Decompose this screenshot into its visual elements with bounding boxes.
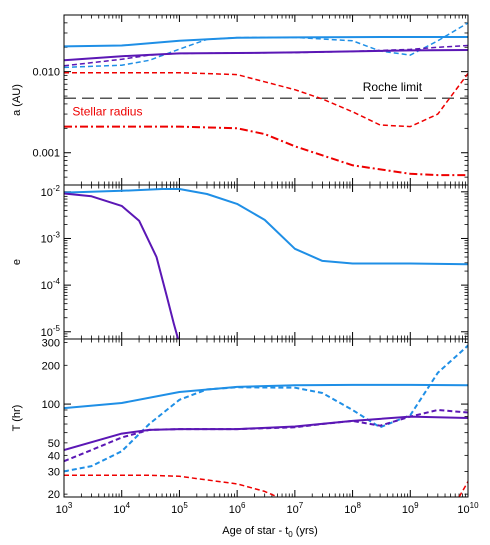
y-tick-label: 10-5 bbox=[41, 324, 61, 339]
series-line-5 bbox=[64, 71, 468, 128]
y-tick-label: 0.010 bbox=[32, 67, 60, 79]
series-line-5 bbox=[458, 481, 468, 497]
series-line-0 bbox=[64, 188, 468, 266]
y-tick-label: 40 bbox=[48, 450, 60, 462]
y-tick-label: 0.001 bbox=[32, 148, 60, 160]
series-line-1 bbox=[64, 22, 468, 69]
y-axis-label: a (AU) bbox=[11, 84, 23, 116]
y-tick-label: 200 bbox=[42, 360, 60, 372]
y-tick-label: 100 bbox=[42, 399, 60, 411]
series-line-2 bbox=[64, 49, 468, 62]
x-tick-label: 105 bbox=[171, 501, 188, 516]
series-group bbox=[64, 22, 468, 177]
series-line-6 bbox=[64, 125, 468, 177]
panels: 0.001 0.010 a (AU) Roche limit Stellar radiu… bbox=[11, 14, 479, 516]
series-line-3 bbox=[64, 409, 468, 463]
series-line-0 bbox=[64, 36, 468, 48]
panel-a: 0.001 0.010 a (AU) Roche limit Stellar radiu… bbox=[11, 14, 469, 186]
x-axis-label: Age of star - t0 (yrs) bbox=[222, 525, 318, 539]
y-tick-label: 10-4 bbox=[41, 277, 61, 292]
y-tick-label: 10-3 bbox=[41, 230, 61, 245]
x-tick-label: 107 bbox=[287, 501, 304, 516]
series-group bbox=[64, 344, 468, 497]
series-group bbox=[64, 188, 468, 339]
series-line-1 bbox=[64, 344, 468, 473]
series-line-4 bbox=[64, 474, 278, 497]
plot-frame bbox=[63, 338, 469, 498]
y-tick-label: 30 bbox=[48, 466, 60, 478]
x-tick-label: 108 bbox=[344, 501, 361, 516]
series-line-3 bbox=[64, 44, 468, 67]
x-tick-label: 103 bbox=[56, 501, 73, 516]
x-tick-label: 106 bbox=[229, 501, 246, 516]
y-axis-label: T (hr) bbox=[11, 405, 23, 432]
x-tick-label: 109 bbox=[402, 501, 419, 516]
panel-e: 10-5 10-4 10-3 10-2 e bbox=[11, 184, 469, 340]
plot-frame bbox=[63, 14, 469, 186]
y-tick-label: 50 bbox=[48, 438, 60, 450]
y-axis-label: e bbox=[11, 259, 23, 265]
y-tick-label: 20 bbox=[48, 489, 60, 501]
annotation: Roche limit bbox=[363, 80, 423, 94]
y-tick-label: 300 bbox=[42, 338, 60, 350]
x-tick-label: 104 bbox=[113, 501, 130, 516]
annotation: Stellar radius bbox=[72, 104, 142, 118]
series-line-1 bbox=[64, 192, 180, 339]
y-tick-label: 10-2 bbox=[41, 184, 61, 199]
series-line-2 bbox=[64, 415, 468, 451]
series-line-0 bbox=[64, 383, 468, 410]
x-tick-label: 1010 bbox=[457, 501, 479, 516]
